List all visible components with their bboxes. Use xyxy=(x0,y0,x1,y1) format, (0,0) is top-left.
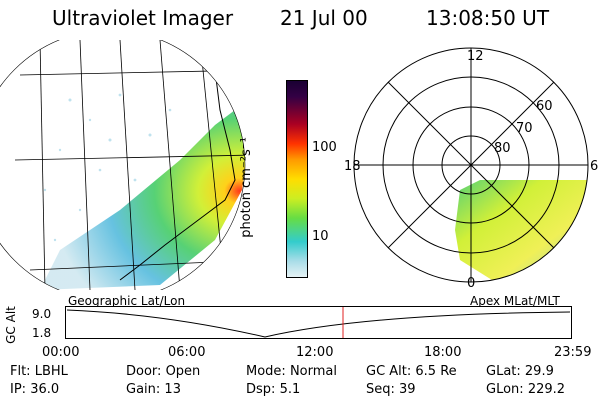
status-mode: Mode: Normal xyxy=(246,364,337,379)
status-glat: GLat: 29.9 xyxy=(486,364,554,379)
date-label: 21 Jul 00 xyxy=(280,6,368,30)
status-gc-alt: GC Alt: 6.5 Re xyxy=(366,364,457,379)
timeline-xtick-4: 23:59 xyxy=(554,345,592,360)
mlt-label-0: 0 xyxy=(467,276,475,291)
timeline-ytick-9: 9.0 xyxy=(32,307,52,321)
polar-grid xyxy=(353,47,589,283)
polar-mlat-mlt-panel: 12 18 6 0 60 70 80 xyxy=(344,47,598,291)
colorbar-tick-100: 100 xyxy=(312,140,337,155)
altitude-timeline xyxy=(65,306,572,339)
coastline xyxy=(119,69,236,281)
timeline-xtick-3: 18:00 xyxy=(424,345,462,360)
color-scale-bar xyxy=(286,80,308,278)
colorbar-unit-label: photon cm⁻²s⁻¹ xyxy=(238,137,254,238)
status-dsp: Dsp: 5.1 xyxy=(246,382,301,397)
timeline-y-label: GC Alt xyxy=(3,306,18,344)
status-ip: IP: 36.0 xyxy=(10,382,60,397)
lat-lon-grid xyxy=(14,40,245,290)
timeline-ytick-1-8: 1.8 xyxy=(32,326,52,340)
status-gain: Gain: 13 xyxy=(126,382,181,397)
status-door: Door: Open xyxy=(126,364,201,379)
status-glon: GLon: 229.2 xyxy=(486,382,566,397)
status-seq: Seq: 39 xyxy=(366,382,416,397)
colorbar-tick-10: 10 xyxy=(312,229,329,244)
geographic-caption: Geographic Lat/Lon xyxy=(68,294,186,308)
timeline-xtick-2: 12:00 xyxy=(296,345,334,360)
time-label: 13:08:50 UT xyxy=(426,6,550,30)
timeline-xtick-0: 00:00 xyxy=(42,345,80,360)
timeline-xtick-1: 06:00 xyxy=(168,345,206,360)
mlt-label-18: 18 xyxy=(344,159,361,174)
geographic-image-panel xyxy=(0,40,246,290)
lat-label-80: 80 xyxy=(494,141,511,156)
apex-caption: Apex MLat/MLT xyxy=(470,294,560,308)
lat-label-60: 60 xyxy=(536,99,553,114)
auroral-oval-region xyxy=(455,180,588,282)
status-flt: Flt: LBHL xyxy=(10,364,68,379)
mlt-label-12: 12 xyxy=(467,49,484,64)
speckle-noise xyxy=(43,93,172,242)
mlt-label-6: 6 xyxy=(590,159,598,174)
instrument-title: Ultraviolet Imager xyxy=(52,6,234,30)
lat-label-70: 70 xyxy=(516,121,533,136)
altitude-curve xyxy=(66,309,571,338)
